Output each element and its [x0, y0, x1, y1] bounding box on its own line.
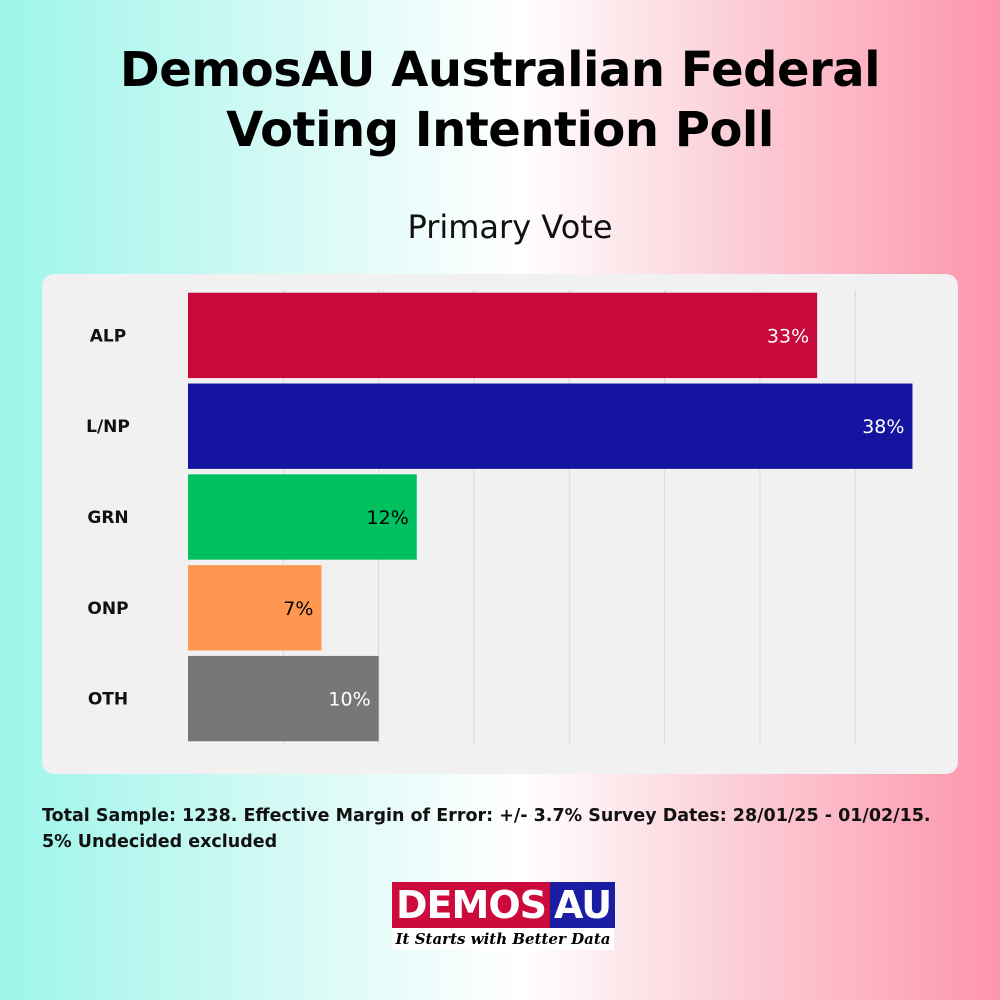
- data-label: 12%: [367, 507, 409, 529]
- category-label: GRN: [87, 508, 128, 528]
- chart-title-line-2: Voting Intention Poll: [226, 102, 774, 158]
- chart-panel: ALP 33% L/NP 38% GRN 12% ONP 7% OTH 10%: [42, 274, 958, 774]
- bar-lnp: [188, 383, 913, 469]
- chart-title-line-1: DemosAU Australian Federal: [119, 42, 881, 98]
- bar-oth: [188, 655, 379, 742]
- data-label: 10%: [328, 689, 370, 711]
- bar-alp: [188, 292, 818, 379]
- demosau-logo: DEMOS AU It Starts with Better Data: [392, 882, 618, 950]
- footnote-line-2: 5% Undecided excluded: [42, 832, 278, 852]
- logo-au-text: AU: [550, 882, 616, 928]
- footnote-line-1: Total Sample: 1238. Effective Margin of …: [42, 806, 931, 826]
- data-label: 33%: [767, 325, 809, 347]
- category-label: ALP: [90, 326, 126, 346]
- footnote: Total Sample: 1238. Effective Margin of …: [42, 803, 982, 855]
- category-label: L/NP: [86, 417, 130, 437]
- data-label: 38%: [862, 416, 904, 438]
- logo-wordmark: DEMOS AU: [392, 882, 618, 928]
- category-label: OTH: [88, 690, 128, 710]
- bar-grn: [188, 474, 417, 560]
- chart-subtitle: Primary Vote: [407, 208, 613, 246]
- chart-title: DemosAU Australian Federal Voting Intent…: [0, 40, 1000, 160]
- category-label: ONP: [87, 599, 128, 619]
- bar-chart: ALP 33% L/NP 38% GRN 12% ONP 7% OTH 10%: [86, 290, 913, 744]
- logo-demos-text: DEMOS: [392, 882, 550, 928]
- data-label: 7%: [283, 598, 313, 620]
- bar-onp: [188, 565, 322, 651]
- logo-tagline: It Starts with Better Data: [392, 928, 614, 950]
